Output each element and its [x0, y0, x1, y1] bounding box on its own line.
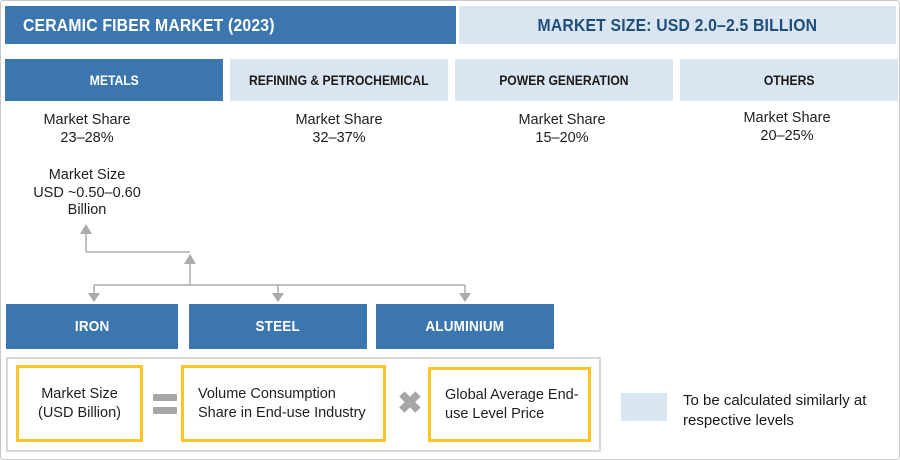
share-block-power: Market Share 15–20% — [472, 112, 652, 147]
down-arrow-icon — [272, 293, 284, 302]
formula-result-box: Market Size (USD Billion) — [16, 365, 143, 442]
formula-operand1-box: Volume Consumption Share in End-use Indu… — [181, 365, 386, 442]
tab-others[interactable]: OTHERS — [680, 59, 898, 101]
share-value: 23–28% — [60, 129, 114, 146]
iron-label: IRON — [74, 318, 110, 335]
equals-icon — [148, 365, 182, 442]
formula-result-line2: (USD Billion) — [38, 404, 121, 421]
aluminium-label: ALUMINIUM — [425, 318, 505, 335]
tab-others-label: OTHERS — [763, 72, 815, 88]
tab-refining-petrochemical[interactable]: REFINING & PETROCHEMICAL — [230, 59, 448, 101]
legend-swatch — [621, 393, 667, 421]
tab-refining-label: REFINING & PETROCHEMICAL — [249, 72, 429, 88]
down-arrow-icon — [88, 293, 100, 302]
formula-operand2-box: Global Average End-use Level Price — [428, 367, 591, 442]
share-title: Market Share — [518, 112, 606, 128]
legend-text: To be calculated similarly at respective… — [683, 392, 867, 429]
page-title: CERAMIC FIBER MARKET (2023) — [23, 14, 275, 35]
tab-power-generation[interactable]: POWER GENERATION — [455, 59, 673, 101]
subsegment-steel[interactable]: STEEL — [189, 304, 367, 349]
steel-label: STEEL — [255, 318, 301, 335]
title-banner: CERAMIC FIBER MARKET (2023) — [5, 6, 456, 44]
metals-size-title: Market Size — [48, 167, 126, 183]
share-block-metals: Market Share 23–28% — [1, 112, 177, 147]
share-value: 20–25% — [760, 127, 814, 144]
metals-size-value: USD ~0.50–0.60 — [33, 184, 141, 201]
formula-result-line1: Market Size — [41, 385, 118, 402]
market-size-banner: MARKET SIZE: USD 2.0–2.5 BILLION — [459, 6, 896, 44]
share-title: Market Share — [295, 112, 383, 128]
share-title: Market Share — [743, 110, 831, 126]
down-arrow-icon — [459, 293, 471, 302]
up-arrow-icon — [80, 224, 92, 234]
subsegment-aluminium[interactable]: ALUMINIUM — [376, 304, 554, 349]
share-value: 32–37% — [312, 129, 366, 146]
share-block-others: Market Share 20–25% — [697, 110, 877, 145]
tab-power-label: POWER GENERATION — [499, 72, 629, 88]
share-value: 15–20% — [535, 129, 589, 146]
up-arrow-icon — [184, 254, 196, 264]
formula-panel: Market Size (USD Billion) Volume Consump… — [6, 357, 601, 452]
subsegment-iron[interactable]: IRON — [6, 304, 178, 349]
tab-metals[interactable]: METALS — [5, 59, 223, 101]
share-block-refining: Market Share 32–37% — [249, 112, 429, 147]
metals-size-unit: Billion — [67, 202, 107, 218]
formula-operand1-text: Volume Consumption Share in End-use Indu… — [198, 385, 366, 421]
market-size-value: MARKET SIZE: USD 2.0–2.5 BILLION — [537, 14, 818, 35]
share-title: Market Share — [43, 112, 131, 128]
formula-operand2-text: Global Average End-use Level Price — [445, 386, 579, 422]
metals-market-size: Market Size USD ~0.50–0.60 Billion — [1, 167, 177, 220]
connector-arrows — [80, 224, 471, 302]
multiply-icon: ✖ — [397, 387, 423, 420]
tab-metals-label: METALS — [89, 72, 139, 88]
